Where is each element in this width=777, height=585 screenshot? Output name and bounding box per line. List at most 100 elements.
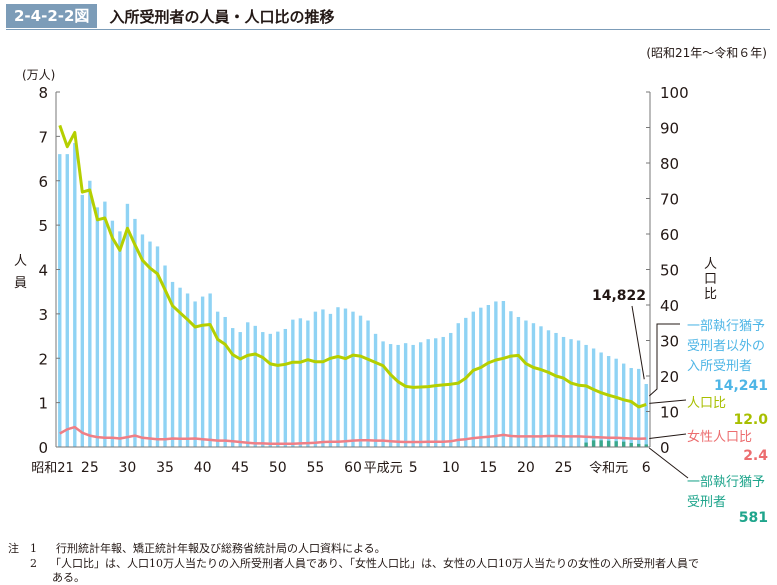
nonpartial-leader [648,323,680,397]
bar-nonpartial [434,338,438,447]
right-tick-label: 30 [660,333,679,351]
x-tick-label: 35 [156,460,174,476]
bar-nonpartial [283,328,288,447]
x-tick-label: 30 [119,460,137,476]
legend-female-value: 2.4 [743,448,768,464]
bar-nonpartial [546,330,551,447]
legend-nonpartial-line: 一部執行猶予 [687,318,765,334]
left-tick-label: 6 [38,173,48,191]
bar-partial [644,444,648,447]
bar-nonpartial [336,307,340,447]
x-tick-label: 平成元 [364,461,403,476]
x-tick-label: 60 [344,460,362,476]
bar-nonpartial [148,241,152,447]
bar-nonpartial [531,323,536,447]
x-tick-label: 5 [409,460,418,476]
bars-group [58,143,648,447]
partial-leader [648,447,689,479]
note-2: 2 「人口比」は、人口10万人当たりの入所受刑者人員であり、「女性人口比」は、女性… [8,555,699,571]
x-tick-label: 25 [555,460,573,476]
bar-nonpartial [561,336,566,447]
bar-nonpartial [524,320,528,447]
x-tick-label: 25 [81,460,99,476]
bar-nonpartial [351,311,355,447]
bar-nonpartial [411,344,415,447]
bar-nonpartial [644,383,648,447]
period-label: (昭和21年〜令和６年) [646,46,767,60]
legend-nonpartial-line: 受刑者以外の [687,339,765,354]
bar-nonpartial [185,293,190,447]
note-number: 2 [30,557,37,570]
bar-nonpartial [606,356,611,447]
figure-title: 入所受刑者の人員・人口比の推移 [109,7,335,26]
note-text: 行刑統計年報、矯正統計年報及び総務省統計局の人口資料による。 [56,542,386,555]
note-text: ある。 [52,571,85,584]
bar-partial [614,441,618,447]
bar-nonpartial [381,341,385,447]
right-tick-label: 80 [660,155,679,173]
legend-female: 女性人口比 [687,429,752,445]
ratio-line [58,124,647,409]
x-tick-label: 55 [306,460,324,476]
header-divider [6,29,770,30]
left-tick-label: 3 [38,306,48,324]
bar-partial [584,442,588,447]
x-tick-label: 15 [479,460,497,476]
bar-nonpartial [358,315,363,447]
total-label: 14,822 [592,288,646,304]
bar-nonpartial [73,143,77,447]
bar-nonpartial [486,305,491,447]
bar-nonpartial [576,340,581,447]
bar-nonpartial [426,339,430,447]
right-axis-title-char: 口 [704,272,717,287]
bar-nonpartial [231,328,235,447]
bar-nonpartial [328,313,333,447]
x-tick-label: 令和元 [589,461,628,476]
figure-header: 2-4-2-2図 入所受刑者の人員・人口比の推移 [6,4,334,28]
bar-nonpartial [591,348,596,447]
left-tick-label: 0 [38,439,48,457]
bar-nonpartial [253,325,257,447]
bar-partial [591,440,596,447]
bar-partial [606,440,611,447]
bar-nonpartial [516,316,521,447]
lines-group [58,124,647,446]
right-tick-label: 20 [660,368,679,386]
x-tick-label: 45 [231,460,249,476]
legend-ratio-value: 12.0 [733,412,768,428]
bar-nonpartial [449,332,453,447]
bar-partial [629,443,633,447]
note-2-cont: ある。 [8,569,85,585]
right-tick-label: 40 [660,297,679,315]
bar-nonpartial [501,301,506,447]
bar-partial [621,441,626,447]
x-tick-label: 50 [269,460,287,476]
bar-nonpartial [163,265,167,447]
bar-nonpartial [629,368,633,447]
bar-nonpartial [403,343,408,447]
bar-nonpartial [58,154,62,447]
bar-nonpartial [554,332,558,447]
female-ratio-line [59,425,647,446]
bar-nonpartial [95,207,100,447]
bar-nonpartial [298,318,303,447]
bar-nonpartial [65,154,69,447]
bar-nonpartial [246,322,250,447]
bar-nonpartial [268,333,272,447]
bar-nonpartial [178,287,182,447]
bar-nonpartial [614,358,618,447]
bar-nonpartial [373,333,378,447]
note-prefix: 注 [8,542,19,555]
bar-nonpartial [193,301,197,447]
bar-nonpartial [321,309,325,447]
bar-nonpartial [343,308,348,447]
bar-nonpartial [215,311,220,447]
bar-nonpartial [125,203,130,447]
left-tick-label: 8 [38,84,48,102]
legend-partial-line: 一部執行猶予 [687,474,765,490]
right-axis-title-char: 人 [704,257,717,272]
bar-nonpartial [599,352,603,447]
figure-number: 2-4-2-2図 [6,4,98,28]
